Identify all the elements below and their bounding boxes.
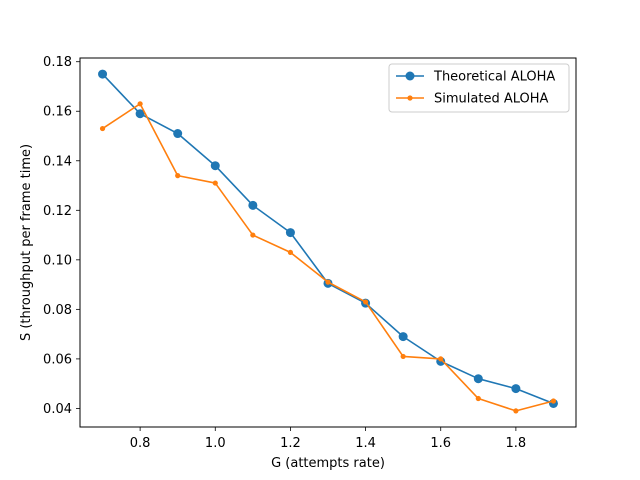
data-point [550, 398, 557, 404]
data-point [135, 109, 145, 119]
data-point [513, 408, 519, 414]
series-theoretical [98, 69, 558, 408]
legend-item-theoretical: Theoretical ALOHA [396, 70, 555, 85]
y-tick-label: 0.08 [43, 303, 72, 318]
y-tick-label: 0.18 [43, 55, 72, 70]
legend: Theoretical ALOHA Simulated ALOHA [388, 63, 570, 113]
x-axis-label: G (attempts rate) [271, 456, 385, 471]
y-tick-label: 0.04 [43, 402, 72, 417]
y-tick-label: 0.12 [43, 204, 72, 219]
y-tick-label: 0.06 [43, 352, 72, 367]
y-axis: 0.04 0.06 0.08 0.10 0.12 0.14 0.16 0.18 [43, 55, 80, 417]
data-point [398, 332, 408, 342]
legend-marker-simulated [407, 95, 413, 101]
axes-frame [79, 57, 577, 428]
data-point [362, 299, 369, 305]
y-tick-label: 0.16 [43, 105, 72, 120]
y-axis-label: S (throughput per frame time) [19, 144, 34, 341]
data-point [438, 356, 444, 362]
data-point [475, 395, 481, 402]
series-simulated [99, 101, 557, 414]
data-point [511, 384, 521, 394]
x-tick-label: 1.8 [506, 436, 527, 451]
data-point [212, 180, 218, 186]
data-point [248, 200, 258, 210]
y-tick-label: 0.10 [43, 253, 72, 268]
data-point [137, 101, 143, 107]
data-point [473, 374, 483, 384]
series-line [102, 103, 554, 412]
data-point [325, 279, 331, 285]
data-point [173, 129, 183, 139]
data-point [250, 232, 256, 238]
x-axis: 0.8 1.0 1.2 1.4 1.6 1.8 [130, 427, 526, 451]
y-tick-label: 0.14 [43, 154, 72, 169]
x-tick-label: 0.8 [130, 436, 151, 451]
data-point [98, 69, 108, 79]
data-point [210, 161, 220, 171]
series-line [101, 73, 554, 405]
legend-label-theoretical: Theoretical ALOHA [433, 70, 555, 85]
plot-area [98, 69, 558, 414]
x-tick-label: 1.6 [430, 436, 451, 451]
x-tick-label: 1.0 [205, 436, 226, 451]
legend-marker-theoretical [405, 71, 415, 81]
x-tick-label: 1.4 [355, 436, 376, 451]
legend-label-simulated: Simulated ALOHA [434, 92, 549, 107]
legend-item-simulated: Simulated ALOHA [396, 92, 549, 107]
data-point [99, 125, 106, 132]
x-tick-label: 1.2 [280, 436, 301, 451]
data-point [287, 249, 294, 256]
data-point [285, 228, 295, 238]
data-point [175, 173, 181, 179]
data-point [400, 353, 406, 360]
legend-box [388, 63, 570, 113]
